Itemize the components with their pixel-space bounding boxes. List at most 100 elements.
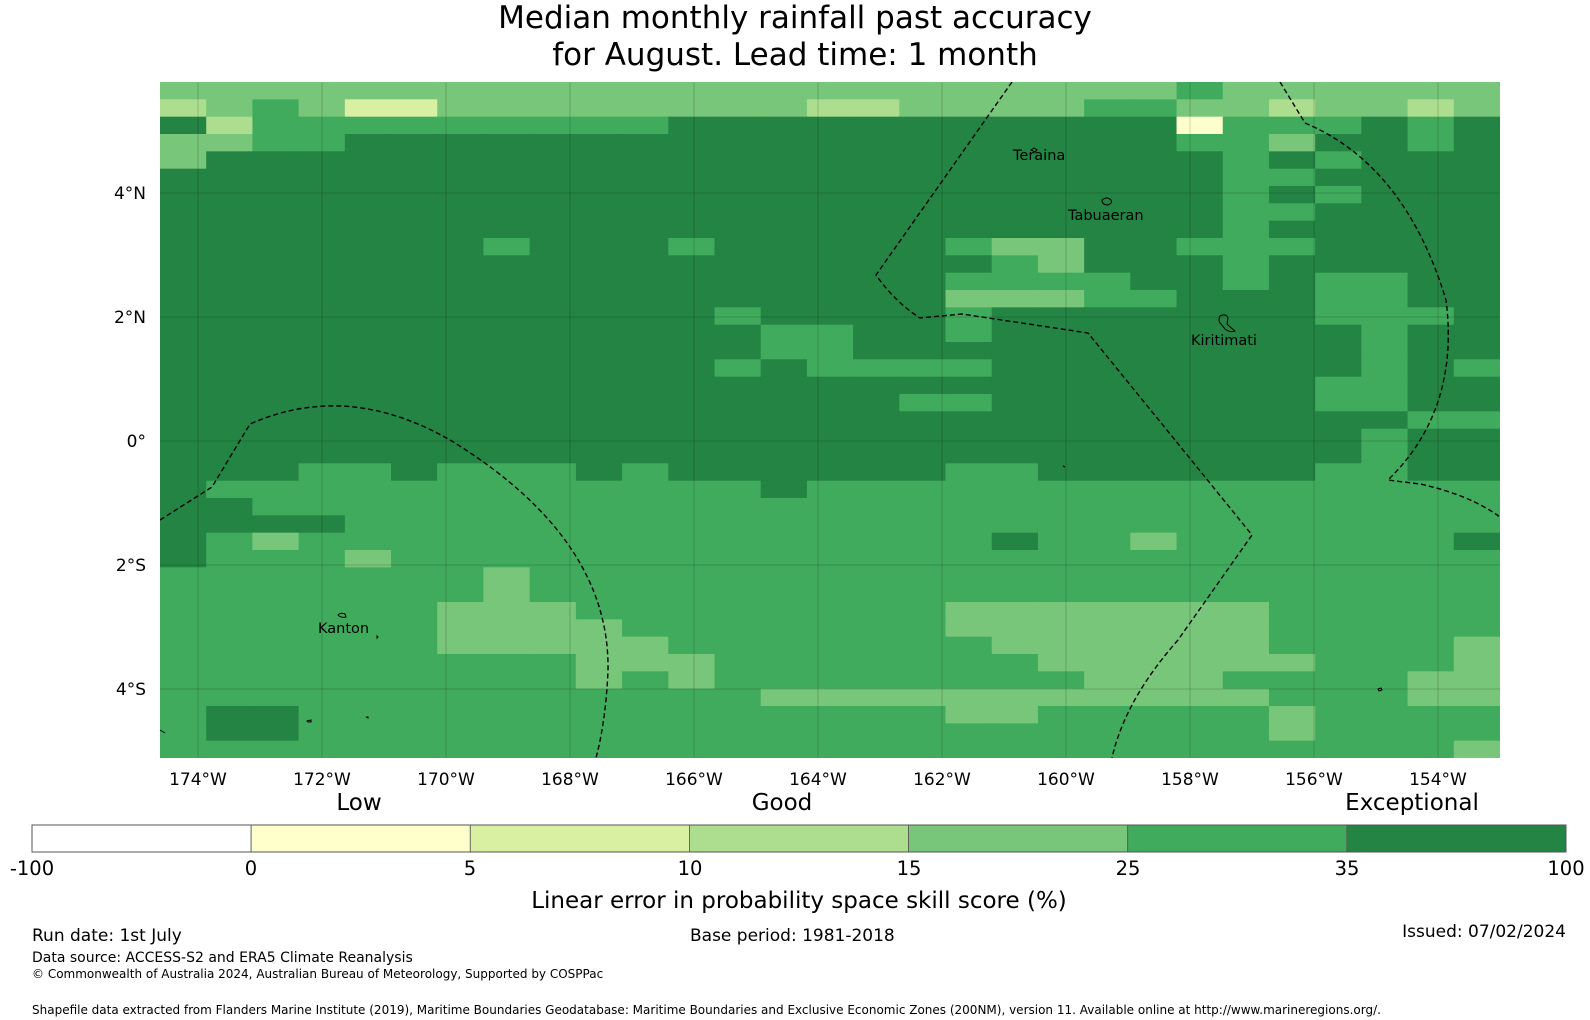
grid-cell — [1315, 515, 1362, 534]
grid-cell — [344, 82, 392, 100]
grid-cell — [206, 238, 254, 256]
grid-cell — [206, 463, 254, 482]
phoenix-eez-boundary — [160, 405, 609, 758]
grid-cell — [1176, 532, 1224, 551]
grid-cell — [1084, 584, 1131, 603]
grid-cell — [760, 203, 808, 222]
grid-cell — [344, 255, 392, 274]
grid-cell — [714, 238, 762, 256]
grid-cell — [391, 82, 438, 100]
grid-cell — [252, 359, 300, 378]
grid-cell — [1268, 428, 1316, 447]
grid-cell — [206, 723, 254, 742]
grid-cell — [899, 515, 947, 534]
grid-cell — [298, 740, 346, 758]
grid-cell — [437, 480, 485, 499]
grid-cell — [344, 446, 392, 464]
grid-cell — [714, 567, 762, 586]
grid-cell — [1084, 290, 1131, 308]
grid-cell — [344, 498, 392, 516]
grid-cell — [575, 394, 623, 412]
grid-cell — [575, 134, 623, 152]
grid-cell — [1315, 723, 1362, 742]
grid-cell — [1130, 307, 1178, 326]
grid-cell — [1084, 740, 1131, 758]
grid-cell — [575, 220, 623, 239]
grid-cell — [1176, 463, 1224, 482]
grid-cell — [344, 203, 392, 222]
grid-cell — [714, 428, 762, 447]
grid-cell — [899, 324, 947, 343]
lat-tick-label: 2°S — [116, 556, 146, 576]
grid-cell — [1037, 394, 1085, 412]
grid-cell — [529, 394, 577, 412]
grid-cell — [1176, 567, 1224, 586]
grid-cell — [945, 99, 993, 118]
grid-cell — [1407, 723, 1455, 742]
grid-cell — [899, 411, 947, 430]
kiritimati-eez-boundary — [1279, 82, 1500, 518]
grid-cell — [1037, 584, 1085, 603]
grid-cell — [529, 550, 577, 568]
grid-cell — [575, 532, 623, 551]
grid-cell — [1407, 602, 1455, 620]
grid-cell — [575, 498, 623, 516]
grid-cell — [344, 654, 392, 672]
grid-cell — [252, 428, 300, 447]
grid-cell — [1222, 567, 1270, 586]
grid-cell — [252, 82, 300, 100]
grid-cell — [437, 324, 485, 343]
grid-cell — [760, 428, 808, 447]
grid-cell — [483, 151, 531, 170]
grid-cell — [899, 550, 947, 568]
grid-cell — [1037, 82, 1085, 100]
grid-cell — [668, 498, 716, 516]
grid-cell — [1453, 272, 1500, 291]
grid-cell — [575, 602, 623, 620]
grid-cell — [1222, 706, 1270, 724]
small-islet-2 — [365, 716, 369, 719]
grid-cell — [1453, 654, 1500, 672]
grid-cell — [1407, 203, 1455, 222]
grid-cell — [1453, 584, 1500, 603]
grid-cell — [1222, 220, 1270, 239]
grid-cell — [853, 446, 900, 464]
grid-cell — [1315, 151, 1362, 170]
grid-cell — [1037, 654, 1085, 672]
grid-cell — [1084, 411, 1131, 430]
grid-cell — [714, 134, 762, 152]
grid-cell — [529, 82, 577, 100]
grid-cell — [622, 203, 669, 222]
grid-cell — [714, 307, 762, 326]
grid-cell — [1453, 255, 1500, 274]
grid-cell — [668, 376, 716, 395]
grid-cell — [391, 359, 438, 378]
grid-cell — [252, 498, 300, 516]
grid-cell — [206, 636, 254, 655]
grid-cell — [344, 168, 392, 187]
grid-cell — [622, 550, 669, 568]
grid-cell — [806, 82, 854, 100]
grid-cell — [668, 203, 716, 222]
grid-cell — [529, 602, 577, 620]
grid-cell — [622, 394, 669, 412]
grid-cell — [668, 532, 716, 551]
grid-cell — [1037, 272, 1085, 291]
grid-cell — [1361, 168, 1409, 187]
grid-cell — [760, 82, 808, 100]
grid-cell — [575, 706, 623, 724]
grid-cell — [1407, 428, 1455, 447]
grid-cell — [298, 654, 346, 672]
grid-cell — [1176, 307, 1224, 326]
grid-cell — [1084, 498, 1131, 516]
grid-cell — [160, 290, 207, 308]
grid-cell — [298, 220, 346, 239]
title-line-2: for August. Lead time: 1 month — [552, 37, 1038, 73]
grid-cell — [437, 168, 485, 187]
grid-cell — [344, 186, 392, 204]
grid-cell — [945, 567, 993, 586]
grid-cell — [945, 428, 993, 447]
grid-cell — [1176, 272, 1224, 291]
grid-cell — [344, 151, 392, 170]
grid-cell — [1407, 134, 1455, 152]
